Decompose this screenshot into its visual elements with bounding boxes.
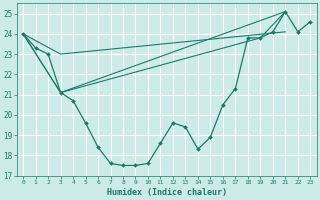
X-axis label: Humidex (Indice chaleur): Humidex (Indice chaleur) — [107, 188, 227, 197]
